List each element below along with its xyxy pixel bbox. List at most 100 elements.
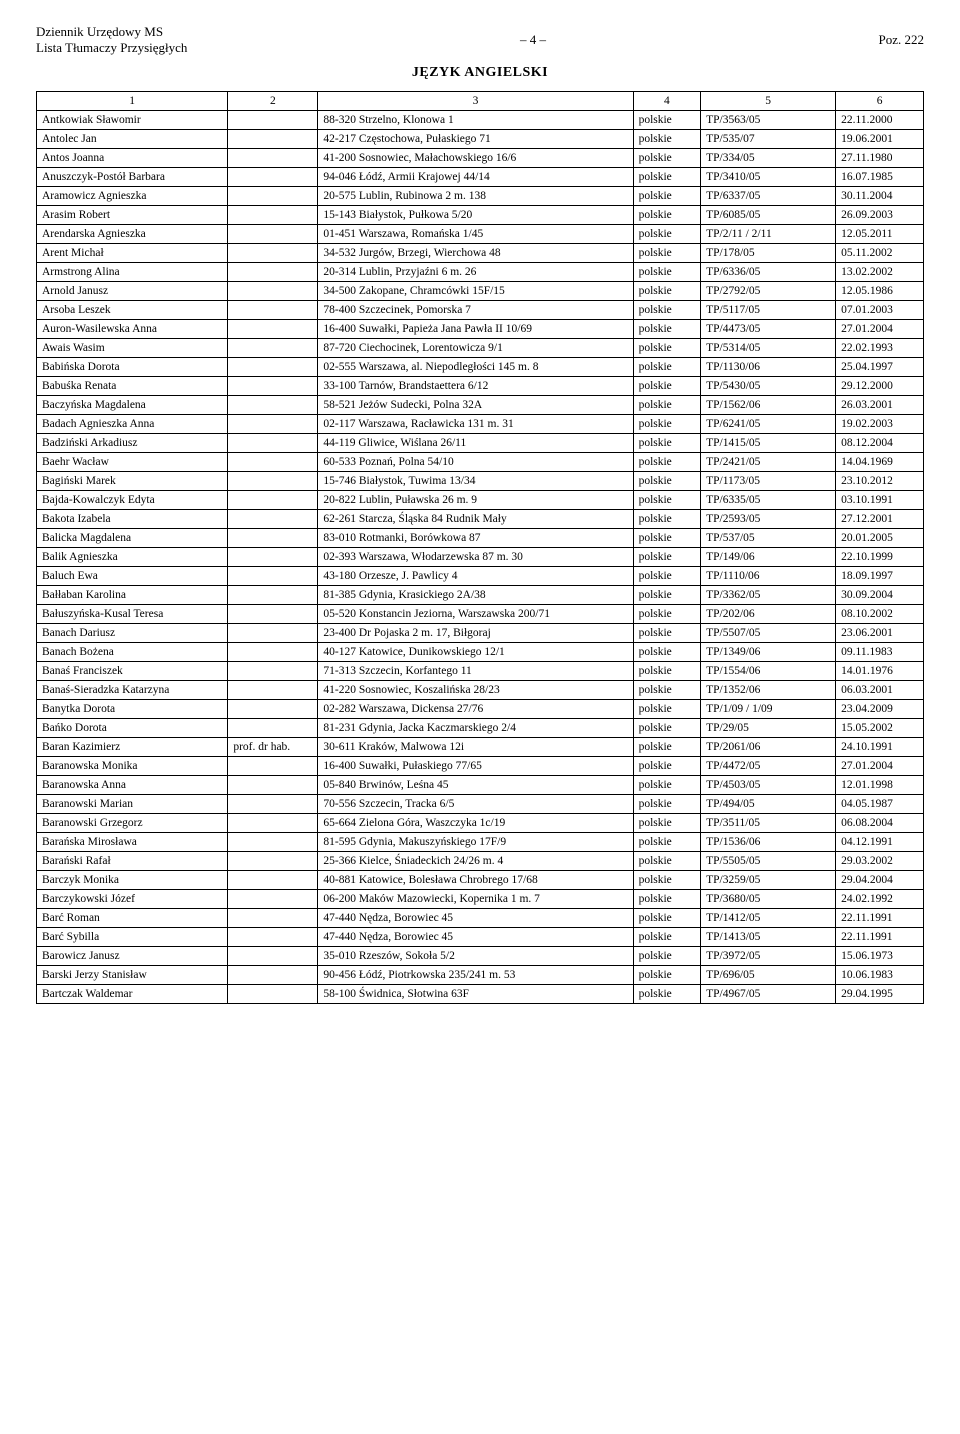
cell-date: 29.04.2004 — [836, 870, 924, 889]
cell-tp-number: TP/1110/06 — [701, 566, 836, 585]
cell-date: 22.10.1999 — [836, 547, 924, 566]
cell-title — [228, 300, 318, 319]
cell-date: 06.03.2001 — [836, 680, 924, 699]
cell-title — [228, 167, 318, 186]
table-row: Arnold Janusz34-500 Zakopane, Chramcówki… — [37, 281, 924, 300]
page-number: – 4 – — [187, 24, 878, 48]
cell-date: 25.04.1997 — [836, 357, 924, 376]
cell-tp-number: TP/5507/05 — [701, 623, 836, 642]
cell-title — [228, 965, 318, 984]
cell-language: polskie — [633, 851, 701, 870]
cell-name: Badziński Arkadiusz — [37, 433, 228, 452]
table-row: Baran Kazimierzprof. dr hab.30-611 Krakó… — [37, 737, 924, 756]
cell-name: Barczykowski Józef — [37, 889, 228, 908]
cell-address: 34-500 Zakopane, Chramcówki 15F/15 — [318, 281, 633, 300]
table-row: Antolec Jan42-217 Częstochowa, Pułaskieg… — [37, 129, 924, 148]
cell-tp-number: TP/1349/06 — [701, 642, 836, 661]
table-row: Baranowska Anna05-840 Brwinów, Leśna 45p… — [37, 775, 924, 794]
cell-title — [228, 813, 318, 832]
cell-address: 65-664 Zielona Góra, Waszczyka 1c/19 — [318, 813, 633, 832]
cell-date: 27.01.2004 — [836, 319, 924, 338]
cell-date: 22.11.1991 — [836, 908, 924, 927]
table-row: Bałłaban Karolina81-385 Gdynia, Krasicki… — [37, 585, 924, 604]
cell-address: 78-400 Szczecinek, Pomorska 7 — [318, 300, 633, 319]
cell-name: Baranowska Monika — [37, 756, 228, 775]
cell-tp-number: TP/2421/05 — [701, 452, 836, 471]
cell-language: polskie — [633, 490, 701, 509]
table-row: Bałuszyńska-Kusal Teresa05-520 Konstanci… — [37, 604, 924, 623]
cell-title — [228, 832, 318, 851]
cell-tp-number: TP/202/06 — [701, 604, 836, 623]
cell-title — [228, 908, 318, 927]
cell-title — [228, 186, 318, 205]
cell-date: 16.07.1985 — [836, 167, 924, 186]
cell-language: polskie — [633, 984, 701, 1003]
cell-name: Banach Dariusz — [37, 623, 228, 642]
table-row: Bagiński Marek15-746 Białystok, Tuwima 1… — [37, 471, 924, 490]
cell-language: polskie — [633, 186, 701, 205]
cell-language: polskie — [633, 813, 701, 832]
cell-language: polskie — [633, 357, 701, 376]
cell-tp-number: TP/537/05 — [701, 528, 836, 547]
cell-address: 34-532 Jurgów, Brzegi, Wierchowa 48 — [318, 243, 633, 262]
table-row: Arent Michał 34-532 Jurgów, Brzegi, Wierc… — [37, 243, 924, 262]
cell-title — [228, 395, 318, 414]
cell-name: Arendarska Agnieszka — [37, 224, 228, 243]
table-row: Barski Jerzy Stanisław90-456 Łódź, Piotr… — [37, 965, 924, 984]
table-row: Arsoba Leszek78-400 Szczecinek, Pomorska… — [37, 300, 924, 319]
cell-date: 04.12.1991 — [836, 832, 924, 851]
cell-title — [228, 870, 318, 889]
cell-address: 02-555 Warszawa, al. Niepodległości 145 … — [318, 357, 633, 376]
cell-tp-number: TP/3362/05 — [701, 585, 836, 604]
cell-date: 05.11.2002 — [836, 243, 924, 262]
table-row: Baranowski Marian 70-556 Szczecin, Tracka… — [37, 794, 924, 813]
cell-date: 29.04.1995 — [836, 984, 924, 1003]
cell-date: 26.03.2001 — [836, 395, 924, 414]
cell-name: Baranowski Grzegorz — [37, 813, 228, 832]
cell-address: 23-400 Dr Pojaska 2 m. 17, Biłgoraj — [318, 623, 633, 642]
cell-name: Baehr Wacław — [37, 452, 228, 471]
cell-title — [228, 889, 318, 908]
table-row: Baranowska Monika16-400 Suwałki, Pułaski… — [37, 756, 924, 775]
cell-tp-number: TP/6085/05 — [701, 205, 836, 224]
cell-title — [228, 509, 318, 528]
table-row: Anuszczyk-Postół Barbara94-046 Łódź, Arm… — [37, 167, 924, 186]
cell-title — [228, 775, 318, 794]
cell-name: Barć Sybilla — [37, 927, 228, 946]
cell-date: 23.10.2012 — [836, 471, 924, 490]
cell-title — [228, 604, 318, 623]
cell-title — [228, 566, 318, 585]
table-row: Barczykowski Józef06-200 Maków Mazowieck… — [37, 889, 924, 908]
cell-tp-number: TP/6335/05 — [701, 490, 836, 509]
cell-language: polskie — [633, 870, 701, 889]
cell-tp-number: TP/6336/05 — [701, 262, 836, 281]
cell-tp-number: TP/3972/05 — [701, 946, 836, 965]
cell-address: 02-117 Warszawa, Racławicka 131 m. 31 — [318, 414, 633, 433]
cell-name: Arent Michał — [37, 243, 228, 262]
cell-language: polskie — [633, 338, 701, 357]
cell-name: Baranowska Anna — [37, 775, 228, 794]
table-row: Badziński Arkadiusz44-119 Gliwice, Wiśla… — [37, 433, 924, 452]
cell-language: polskie — [633, 794, 701, 813]
cell-title — [228, 224, 318, 243]
cell-name: Antkowiak Sławomir — [37, 110, 228, 129]
cell-language: polskie — [633, 661, 701, 680]
cell-name: Badach Agnieszka Anna — [37, 414, 228, 433]
cell-date: 29.12.2000 — [836, 376, 924, 395]
cell-tp-number: TP/5430/05 — [701, 376, 836, 395]
cell-tp-number: TP/1352/06 — [701, 680, 836, 699]
cell-date: 19.02.2003 — [836, 414, 924, 433]
cell-date: 15.06.1973 — [836, 946, 924, 965]
cell-title — [228, 414, 318, 433]
cell-name: Baranowski Marian — [37, 794, 228, 813]
cell-address: 88-320 Strzelno, Klonowa 1 — [318, 110, 633, 129]
table-row: Banytka Dorota02-282 Warszawa, Dickensa … — [37, 699, 924, 718]
cell-address: 70-556 Szczecin, Tracka 6/5 — [318, 794, 633, 813]
cell-tp-number: TP/2792/05 — [701, 281, 836, 300]
cell-date: 29.03.2002 — [836, 851, 924, 870]
cell-date: 12.05.2011 — [836, 224, 924, 243]
cell-date: 15.05.2002 — [836, 718, 924, 737]
table-row: Barć Sybilla47-440 Nędza, Borowiec 45pol… — [37, 927, 924, 946]
cell-title — [228, 927, 318, 946]
cell-title — [228, 699, 318, 718]
